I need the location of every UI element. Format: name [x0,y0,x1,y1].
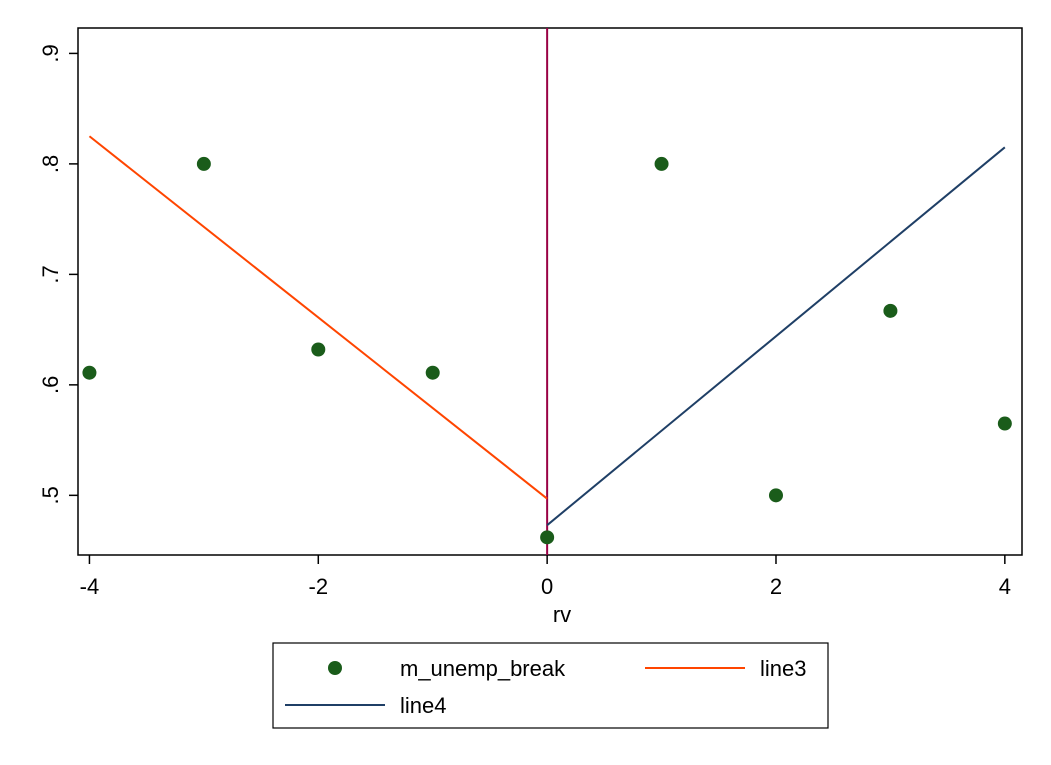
data-point-m_unemp_break [311,342,326,357]
x-tick-label: 4 [999,574,1011,599]
y-tick-label: .7 [38,265,63,283]
series-line-line3 [88,135,548,500]
y-tick-label: .6 [38,376,63,394]
data-point-m_unemp_break [196,156,211,171]
data-point-m_unemp_break [425,365,440,380]
x-tick-label: -4 [80,574,100,599]
y-axis: .5 .6 .7 .8 .9 [38,44,78,505]
x-axis-title: rv [553,602,571,627]
plot-frame [77,27,1023,556]
data-point-m_unemp_break [654,156,669,171]
x-tick-label: 2 [770,574,782,599]
legend-box [272,642,829,729]
data-point-m_unemp_break [82,365,97,380]
legend-label-m_unemp_break: m_unemp_break [400,656,566,681]
y-tick-label: .9 [38,44,63,62]
legend: m_unemp_break line3 line4 [272,642,829,729]
y-tick-label: .8 [38,155,63,173]
data-point-m_unemp_break [997,416,1012,431]
data-point-m_unemp_break [768,488,783,503]
x-tick-label: 0 [541,574,553,599]
legend-label-line4: line4 [400,693,446,718]
legend-label-line3: line3 [760,656,806,681]
legend-marker-m_unemp_break [328,661,342,675]
data-point-m_unemp_break [540,530,555,545]
data-point-m_unemp_break [883,303,898,318]
x-axis: -4 -2 0 2 4 [80,555,1011,599]
y-tick-label: .5 [38,486,63,504]
plot-area [77,27,1023,556]
x-tick-label: -2 [309,574,329,599]
series-line-line4 [546,146,1006,526]
